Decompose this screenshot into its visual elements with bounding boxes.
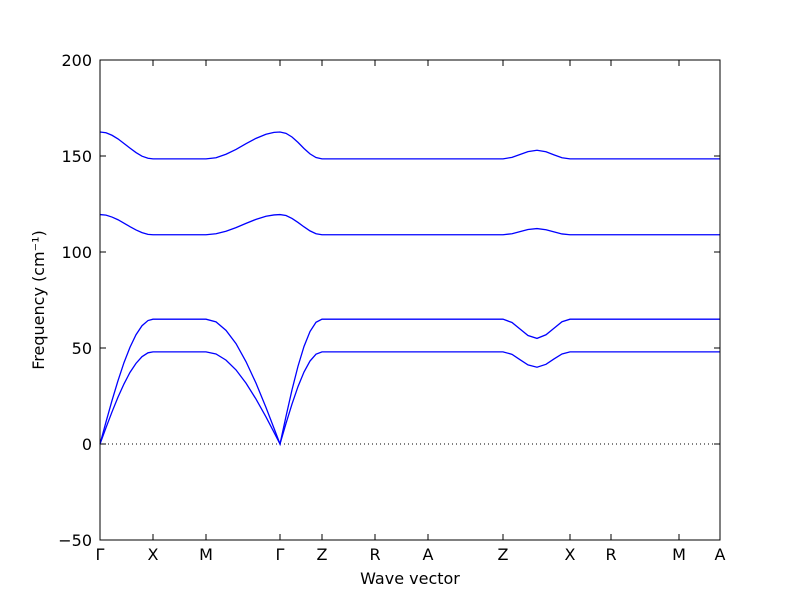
x-tick-label: A	[715, 545, 726, 564]
x-tick-label: Z	[498, 545, 509, 564]
plot-frame	[99, 59, 721, 541]
x-tick-label: Γ	[96, 545, 105, 564]
x-tick-label: M	[672, 545, 686, 564]
x-tick-label: Γ	[276, 545, 285, 564]
y-tick-label: 100	[61, 243, 92, 262]
x-tick-label: A	[423, 545, 434, 564]
band-line	[99, 318, 720, 447]
y-tick-label: 0	[82, 435, 92, 454]
y-tick-label: 50	[72, 339, 92, 358]
x-tick-label: X	[565, 545, 576, 564]
y-tick-label: 150	[61, 147, 92, 166]
x-tick-label: Z	[317, 545, 328, 564]
band-line	[99, 213, 720, 236]
band-line	[99, 131, 720, 160]
y-axis-label: Frequency (cm⁻¹)	[29, 230, 48, 369]
x-tick-label: R	[369, 545, 380, 564]
x-axis-label: Wave vector	[360, 569, 460, 588]
x-tick-label: X	[148, 545, 159, 564]
x-tick-label: M	[199, 545, 213, 564]
x-tick-label: R	[605, 545, 616, 564]
y-tick-label: −50	[58, 531, 92, 550]
band-line	[99, 351, 720, 446]
y-tick-label: 200	[61, 51, 92, 70]
